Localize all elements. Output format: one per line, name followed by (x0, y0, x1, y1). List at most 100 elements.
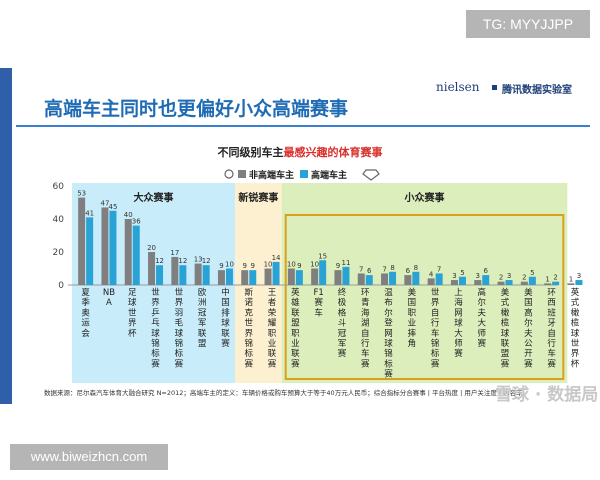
category-label: 美式橄榄球联盟赛 (501, 287, 510, 369)
data-label-non-premium: 20 (147, 244, 156, 252)
bar-non-premium (474, 280, 482, 285)
bar-non-premium (497, 281, 505, 285)
bar-premium (575, 280, 583, 285)
category-label: 高尔夫大师赛 (477, 287, 486, 349)
data-label-premium: 15 (318, 252, 327, 260)
category-label: 足球世界杯 (128, 288, 137, 339)
category-label: 英式橄榄球世界杯 (571, 287, 580, 369)
data-label-non-premium: 7 (382, 265, 386, 273)
y-tick-label: 60 (53, 182, 65, 192)
data-label-non-premium: 2 (522, 274, 526, 282)
group-label-3: 小众赛事 (404, 191, 445, 204)
bar-premium (295, 270, 303, 285)
title-divider (16, 125, 590, 127)
y-tick-label: 40 (53, 215, 65, 225)
bar-premium (132, 225, 140, 285)
data-label-non-premium: 9 (219, 262, 223, 270)
data-label-non-premium: 3 (476, 272, 480, 280)
data-label-premium: 45 (108, 203, 117, 211)
data-label-non-premium: 7 (359, 265, 363, 273)
data-label-non-premium: 6 (406, 267, 411, 275)
page-title: 高端车主同时也更偏好小众高端赛事 (44, 98, 349, 120)
chart-title-prefix: 不同级别车主 (217, 146, 284, 159)
bar-non-premium (427, 278, 435, 285)
footnote: 数据来源：尼尔森汽车体育大融合研究 N=2012；高端车主的定义：车辆价格或购车… (44, 389, 523, 397)
category-label: 中国排球联赛 (221, 287, 230, 349)
bulb-icon (224, 169, 234, 179)
bar-non-premium (78, 197, 86, 285)
legend-swatch-non-premium (238, 170, 246, 178)
category-label: 美国高尔夫公开赛 (524, 287, 533, 369)
group-label-1: 大众赛事 (134, 191, 174, 204)
data-label-premium: 10 (225, 261, 234, 269)
top-watermark: TG: MYYJJPP (466, 10, 590, 38)
data-label-non-premium: 9 (243, 262, 247, 270)
category-label: 王者荣耀职业联赛 (268, 288, 277, 369)
data-label-non-premium: 40 (124, 211, 133, 219)
bar-non-premium (334, 270, 342, 285)
category-label: F1 赛车 (313, 288, 323, 318)
data-label-premium: 41 (85, 209, 94, 217)
data-label-premium: 2 (553, 274, 557, 282)
bar-premium (86, 217, 94, 285)
data-label-non-premium: 4 (429, 270, 434, 278)
bar-premium (342, 266, 350, 285)
bar-premium (435, 273, 443, 285)
data-label-premium: 8 (390, 264, 394, 272)
bar-premium (528, 276, 536, 285)
data-label-non-premium: 2 (499, 274, 503, 282)
diamond-icon (362, 169, 380, 181)
category-label: 世界羽毛球锦标赛 (175, 287, 184, 369)
data-label-premium: 7 (437, 265, 441, 273)
nielsen-logo: nielsen (436, 80, 480, 94)
data-label-non-premium: 9 (336, 262, 340, 270)
data-label-non-premium: 47 (100, 199, 109, 207)
data-label-non-premium: 10 (310, 261, 319, 269)
chart-title-highlight: 最感兴趣的体育赛事 (283, 146, 383, 159)
data-label-premium: 9 (297, 262, 301, 270)
bar-non-premium (241, 270, 249, 285)
bar-non-premium (124, 219, 132, 285)
bar-premium (156, 265, 164, 285)
bar-non-premium (264, 268, 272, 285)
bar-non-premium (520, 281, 528, 285)
bar-non-premium (381, 273, 389, 285)
category-label: 上海网球大师赛 (454, 288, 463, 359)
data-label-premium: 36 (132, 218, 141, 226)
y-tick-label: 20 (53, 248, 65, 258)
data-label-non-premium: 53 (77, 190, 86, 198)
category-label: 世界乒乓球锦标赛 (151, 287, 160, 369)
group-label-2: 新锐赛事 (238, 191, 278, 204)
bar-non-premium (311, 268, 319, 285)
bar-non-premium (171, 256, 179, 285)
bottom-watermark: www.biweizhcn.com (10, 444, 168, 470)
bar-non-premium (404, 275, 412, 285)
data-label-premium: 5 (530, 269, 534, 277)
bar-non-premium (450, 280, 458, 285)
bar-non-premium (544, 283, 552, 285)
data-label-premium: 11 (341, 259, 350, 267)
category-label: 欧洲冠军联盟 (198, 287, 207, 349)
bar-premium (482, 275, 490, 285)
data-label-premium: 3 (507, 272, 511, 280)
bar-non-premium (101, 207, 109, 285)
bar-non-premium (194, 263, 202, 285)
legend-label-non-premium: 非高端车主 (249, 169, 294, 181)
group-background-3 (281, 183, 568, 383)
category-label: 终极格斗冠军赛 (338, 287, 347, 359)
bar-premium (249, 270, 257, 285)
chart-title: 不同级别车主最感兴趣的体育赛事 (0, 144, 600, 160)
category-label: 世界自行车锦标赛 (431, 287, 440, 369)
bar-premium (412, 271, 420, 285)
bar-premium (202, 265, 210, 285)
bar-non-premium (217, 270, 225, 285)
data-label-premium: 9 (251, 262, 255, 270)
data-label-non-premium: 1 (545, 275, 549, 283)
category-label: 美国职业摔角 (408, 287, 417, 349)
data-label-premium: 12 (202, 257, 211, 265)
tencent-lab-logo: 腾讯数据实验室 (502, 85, 572, 96)
y-tick-label: 0 (58, 281, 64, 291)
bar-non-premium (287, 268, 295, 285)
bar-non-premium (148, 252, 156, 285)
